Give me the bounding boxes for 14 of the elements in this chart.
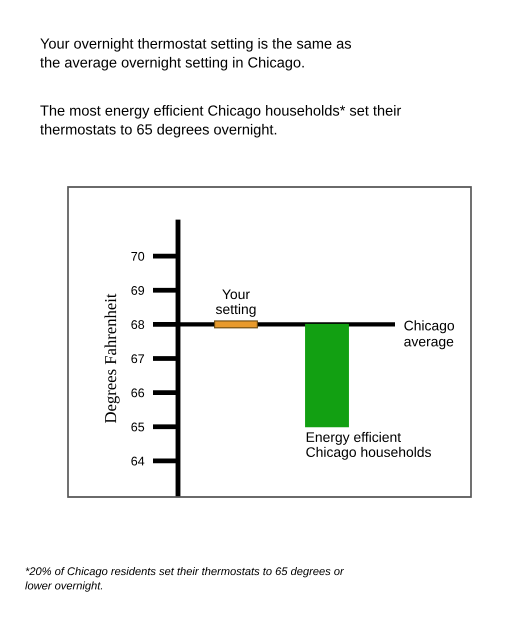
y-tick-label: 69	[131, 286, 144, 295]
x-tick-label: Energy efficient Chicago households	[306, 432, 431, 460]
ref-line-label: Chicago average	[404, 320, 454, 350]
y-tick-label: 70	[131, 252, 144, 261]
y-tick-label: 68	[131, 320, 144, 330]
x-tick-label: Your setting	[216, 289, 256, 317]
y-tick-label: 66	[131, 388, 144, 398]
text: *20% of Chicago residents set their thermostats to 65 degrees or lower overnight.	[25, 567, 344, 592]
y-axis-title: Degrees Fahrenheit	[104, 294, 120, 424]
y-tick-label: 67	[131, 354, 144, 364]
y-tick-label: 64	[131, 456, 144, 466]
text: The most energy efficient Chicago households* set their thermostats to 65 degrees overnight.	[40, 105, 402, 138]
y-tick-label: 65	[131, 422, 144, 432]
text: Your overnight thermostat setting is the same as the average overnight setting in Chicago.	[40, 38, 352, 70]
